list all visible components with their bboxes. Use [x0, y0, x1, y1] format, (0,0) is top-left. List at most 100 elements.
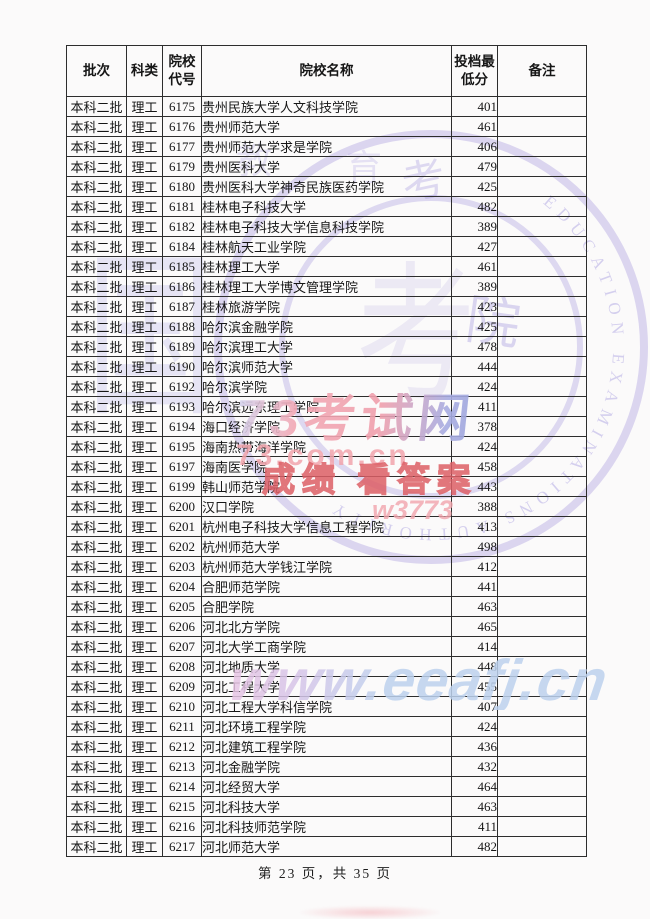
cell-category: 理工 — [126, 96, 163, 117]
table-row: 本科二批 理工 6213 河北金融学院 432 — [66, 756, 587, 777]
col-header-category: 科类 — [126, 45, 163, 97]
cell-batch: 本科二批 — [66, 416, 127, 437]
cell-note — [497, 556, 587, 577]
cell-code: 6193 — [162, 396, 202, 417]
table-row: 本科二批 理工 6205 合肥学院 463 — [66, 596, 587, 617]
cell-batch: 本科二批 — [66, 556, 127, 577]
cell-note — [497, 376, 587, 397]
cell-name: 杭州电子科技大学信息工程学院 — [201, 516, 452, 537]
table-row: 本科二批 理工 6210 河北工程大学科信学院 407 — [66, 696, 587, 717]
cell-name: 河北工程大学 — [201, 676, 452, 697]
cell-note — [497, 836, 587, 857]
cell-note — [497, 676, 587, 697]
cell-note — [497, 136, 587, 157]
cell-code: 6205 — [162, 596, 202, 617]
cell-name: 海南医学院 — [201, 456, 452, 477]
cell-score: 423 — [451, 296, 498, 317]
table-row: 本科二批 理工 6194 海口经济学院 378 — [66, 416, 587, 437]
cell-name: 河北建筑工程学院 — [201, 736, 452, 757]
cell-note — [497, 636, 587, 657]
cell-category: 理工 — [126, 656, 163, 677]
cell-code: 6195 — [162, 436, 202, 457]
cell-batch: 本科二批 — [66, 256, 127, 277]
cell-name: 桂林电子科技大学信息科技学院 — [201, 216, 452, 237]
cell-category: 理工 — [126, 316, 163, 337]
cell-name: 杭州师范大学 — [201, 536, 452, 557]
cell-category: 理工 — [126, 176, 163, 197]
cell-name: 汉口学院 — [201, 496, 452, 517]
table-row: 本科二批 理工 6209 河北工程大学 455 — [66, 676, 587, 697]
cell-note — [497, 96, 587, 117]
cell-name: 桂林旅游学院 — [201, 296, 452, 317]
cell-name: 韩山师范学院 — [201, 476, 452, 497]
cell-category: 理工 — [126, 136, 163, 157]
cell-batch: 本科二批 — [66, 836, 127, 857]
cell-batch: 本科二批 — [66, 236, 127, 257]
cell-name: 桂林航天工业学院 — [201, 236, 452, 257]
cell-code: 6216 — [162, 816, 202, 837]
cell-category: 理工 — [126, 116, 163, 137]
cell-code: 6188 — [162, 316, 202, 337]
cell-batch: 本科二批 — [66, 116, 127, 137]
cell-name: 海南热带海洋学院 — [201, 436, 452, 457]
table-row: 本科二批 理工 6195 海南热带海洋学院 424 — [66, 436, 587, 457]
cell-category: 理工 — [126, 416, 163, 437]
cell-score: 401 — [451, 96, 498, 117]
cell-note — [497, 696, 587, 717]
cell-note — [497, 436, 587, 457]
cell-category: 理工 — [126, 536, 163, 557]
cell-name: 贵州师范大学 — [201, 116, 452, 137]
cell-name: 合肥师范学院 — [201, 576, 452, 597]
cell-score: 424 — [451, 436, 498, 457]
table-row: 本科二批 理工 6202 杭州师范大学 498 — [66, 536, 587, 557]
cell-batch: 本科二批 — [66, 656, 127, 677]
cell-code: 6200 — [162, 496, 202, 517]
cell-score: 378 — [451, 416, 498, 437]
cell-code: 6175 — [162, 96, 202, 117]
cell-code: 6203 — [162, 556, 202, 577]
table-header: 批次 科类 院校代号 院校名称 投档最低分 备注 — [66, 45, 587, 97]
cell-category: 理工 — [126, 236, 163, 257]
cell-note — [497, 236, 587, 257]
cell-name: 哈尔滨师范大学 — [201, 356, 452, 377]
watermark-bottom-fragment — [300, 906, 440, 919]
cell-score: 389 — [451, 216, 498, 237]
cell-score: 461 — [451, 116, 498, 137]
cell-batch: 本科二批 — [66, 736, 127, 757]
cell-code: 6192 — [162, 376, 202, 397]
cell-category: 理工 — [126, 496, 163, 517]
cell-note — [497, 216, 587, 237]
cell-category: 理工 — [126, 196, 163, 217]
cell-note — [497, 336, 587, 357]
cell-name: 合肥学院 — [201, 596, 452, 617]
table-row: 本科二批 理工 6199 韩山师范学院 443 — [66, 476, 587, 497]
cell-name: 桂林电子科技大学 — [201, 196, 452, 217]
cell-batch: 本科二批 — [66, 296, 127, 317]
cell-note — [497, 616, 587, 637]
cell-batch: 本科二批 — [66, 716, 127, 737]
cell-name: 河北环境工程学院 — [201, 716, 452, 737]
cell-code: 6214 — [162, 776, 202, 797]
cell-note — [497, 316, 587, 337]
cell-category: 理工 — [126, 596, 163, 617]
cell-score: 406 — [451, 136, 498, 157]
cell-name: 桂林理工大学 — [201, 256, 452, 277]
table-row: 本科二批 理工 6200 汉口学院 388 — [66, 496, 587, 517]
cell-code: 6177 — [162, 136, 202, 157]
cell-note — [497, 516, 587, 537]
cell-category: 理工 — [126, 156, 163, 177]
cell-code: 6189 — [162, 336, 202, 357]
cell-score: 482 — [451, 836, 498, 857]
cell-batch: 本科二批 — [66, 636, 127, 657]
cell-code: 6186 — [162, 276, 202, 297]
cell-name: 贵州民族大学人文科技学院 — [201, 96, 452, 117]
cell-code: 6206 — [162, 616, 202, 637]
cell-category: 理工 — [126, 776, 163, 797]
cell-score: 448 — [451, 656, 498, 677]
cell-score: 458 — [451, 456, 498, 477]
cell-note — [497, 776, 587, 797]
cell-category: 理工 — [126, 696, 163, 717]
cell-note — [497, 756, 587, 777]
table-row: 本科二批 理工 6187 桂林旅游学院 423 — [66, 296, 587, 317]
cell-score: 461 — [451, 256, 498, 277]
